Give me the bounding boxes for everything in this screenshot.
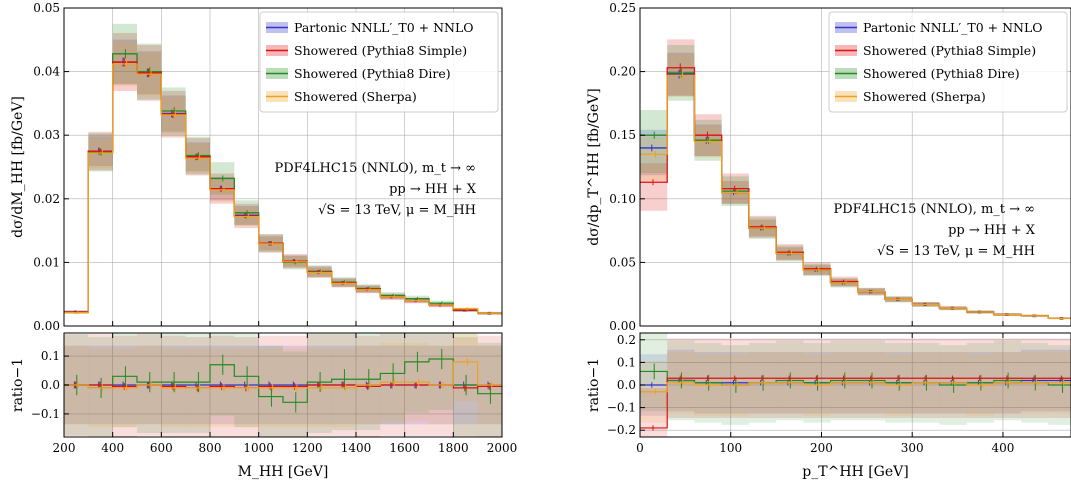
ratio-band-2 — [356, 333, 381, 431]
uncertainty-band-3 — [640, 136, 668, 181]
ratio-line-1 — [640, 377, 1071, 429]
y-tick-label: 0.01 — [33, 255, 60, 269]
uncertainty-band-0 — [640, 129, 668, 176]
ratio-band-2 — [137, 333, 162, 433]
x-tick-label: 600 — [150, 441, 173, 455]
ratio-band-2 — [185, 333, 210, 433]
ratio-band-2 — [258, 345, 283, 437]
ratio-tick-label: 0.0 — [617, 378, 636, 392]
chart-panel-0: 200 400 600 800 1000 1200 1400 1600 1800 20000.00… — [10, 1, 517, 480]
ratio-band-3 — [453, 333, 478, 402]
y-tick-label: 0.03 — [33, 128, 60, 142]
ratio-tick-label: −0.1 — [607, 401, 636, 415]
ratio-band-2 — [404, 333, 429, 413]
annotation-line-0: PDF4LHC15 (NNLO), m_t → ∞ — [833, 202, 1035, 217]
annotation-line-1: pp → HH + X — [948, 223, 1036, 238]
ratio-axis-label: ratio−1 — [10, 358, 26, 412]
legend-entry-3: Showered (Sherpa) — [294, 89, 417, 104]
x-tick-label: 300 — [901, 441, 924, 455]
ratio-tick-label: 0.2 — [617, 333, 636, 347]
ratio-band-2 — [88, 337, 113, 437]
annotation-line-0: PDF4LHC15 (NNLO), m_t → ∞ — [274, 161, 476, 176]
x-axis-label: p_T^HH [GeV] — [802, 464, 908, 480]
x-tick-label: 1800 — [438, 441, 469, 455]
y-tick-label: 0.25 — [609, 1, 636, 15]
legend-entry-0: Partonic NNLL′_T0 + NNLO — [863, 20, 1043, 35]
main-plot-area — [64, 23, 502, 315]
series-line-3 — [64, 63, 502, 314]
y-tick-label: 0.05 — [33, 1, 60, 15]
x-tick-label: 200 — [810, 441, 833, 455]
ratio-plot-area — [640, 333, 1071, 437]
ratio-band-2 — [112, 333, 137, 428]
ratio-axis-label: ratio−1 — [586, 358, 602, 412]
y-axis-label: dσ/dM_HH [fb/GeV] — [10, 96, 26, 238]
annotation-line-1: pp → HH + X — [389, 182, 477, 197]
x-axis-label: M_HH [GeV] — [238, 464, 329, 480]
ratio-band-2 — [307, 333, 332, 433]
x-tick-label: 1000 — [243, 441, 274, 455]
y-tick-label: 0.05 — [609, 255, 636, 269]
legend-entry-2: Showered (Pythia8 Dire) — [863, 66, 1020, 81]
y-tick-label: 0.00 — [609, 319, 636, 333]
legend-entry-1: Showered (Pythia8 Simple) — [294, 43, 467, 58]
annotation-line-2: √S = 13 TeV, μ = M_HH — [318, 203, 476, 218]
ratio-plot-area — [64, 333, 502, 437]
x-tick-label: 1600 — [389, 441, 420, 455]
ratio-band-1 — [234, 337, 259, 437]
legend-box — [259, 11, 499, 113]
ratio-band-2 — [283, 351, 308, 437]
ratio-tick-label: 0.1 — [41, 349, 60, 363]
ratio-band-1 — [185, 337, 210, 437]
legend-entry-3: Showered (Sherpa) — [863, 89, 986, 104]
main-plot-area — [640, 39, 1071, 320]
ratio-line-3 — [640, 382, 1071, 393]
chart-panel-1: 0 100 200 300 400 0.00 0.05 0.10 0.15 0.20 0.25 0.2… — [586, 1, 1071, 480]
ratio-band-2 — [380, 333, 405, 425]
ratio-band-2 — [331, 333, 356, 431]
main-axes-frame — [639, 7, 1071, 327]
ratio-line-3 — [64, 361, 502, 389]
main-axes-frame — [63, 7, 503, 327]
legend-entry-2: Showered (Pythia8 Dire) — [294, 66, 451, 81]
x-tick-label: 800 — [199, 441, 222, 455]
ratio-line-2 — [640, 370, 1071, 386]
y-tick-label: 0.15 — [609, 128, 636, 142]
x-tick-label: 1400 — [341, 441, 372, 455]
ratio-band-2 — [477, 342, 502, 437]
x-tick-label: 100 — [719, 441, 742, 455]
y-tick-label: 0.04 — [33, 65, 60, 79]
ratio-line-2 — [64, 358, 502, 403]
y-tick-label: 0.00 — [33, 319, 60, 333]
uncertainty-band-2 — [640, 110, 668, 173]
x-tick-label: 400 — [991, 441, 1014, 455]
y-tick-label: 0.20 — [609, 65, 636, 79]
ratio-tick-label: −0.2 — [607, 423, 636, 437]
ratio-band-2 — [161, 333, 186, 433]
annotation-line-2: √S = 13 TeV, μ = M_HH — [877, 244, 1035, 259]
x-tick-label: 1200 — [292, 441, 323, 455]
ratio-band-2 — [234, 333, 259, 428]
ratio-band-2 — [429, 333, 454, 410]
x-tick-label: 2000 — [487, 441, 518, 455]
ratio-band-2 — [210, 333, 235, 416]
series-line-3 — [640, 74, 1071, 320]
uncertainty-band-1 — [640, 163, 668, 211]
ratio-tick-label: 0.1 — [617, 355, 636, 369]
x-tick-label: 200 — [53, 441, 76, 455]
ratio-band-2 — [640, 333, 668, 412]
x-tick-label: 400 — [101, 441, 124, 455]
y-tick-label: 0.02 — [33, 192, 60, 206]
x-tick-label: 0 — [636, 441, 644, 455]
ratio-band-1 — [640, 388, 668, 437]
legend-box — [828, 11, 1068, 113]
ratio-band-1 — [453, 337, 478, 437]
y-tick-label: 0.10 — [609, 192, 636, 206]
ratio-tick-label: −0.1 — [31, 407, 60, 421]
ratio-tick-label: 0.0 — [41, 378, 60, 392]
legend-entry-1: Showered (Pythia8 Simple) — [863, 43, 1036, 58]
legend-entry-0: Partonic NNLL′_T0 + NNLO — [294, 20, 474, 35]
y-axis-label: dσ/dp_T^HH [fb/GeV] — [586, 88, 602, 245]
